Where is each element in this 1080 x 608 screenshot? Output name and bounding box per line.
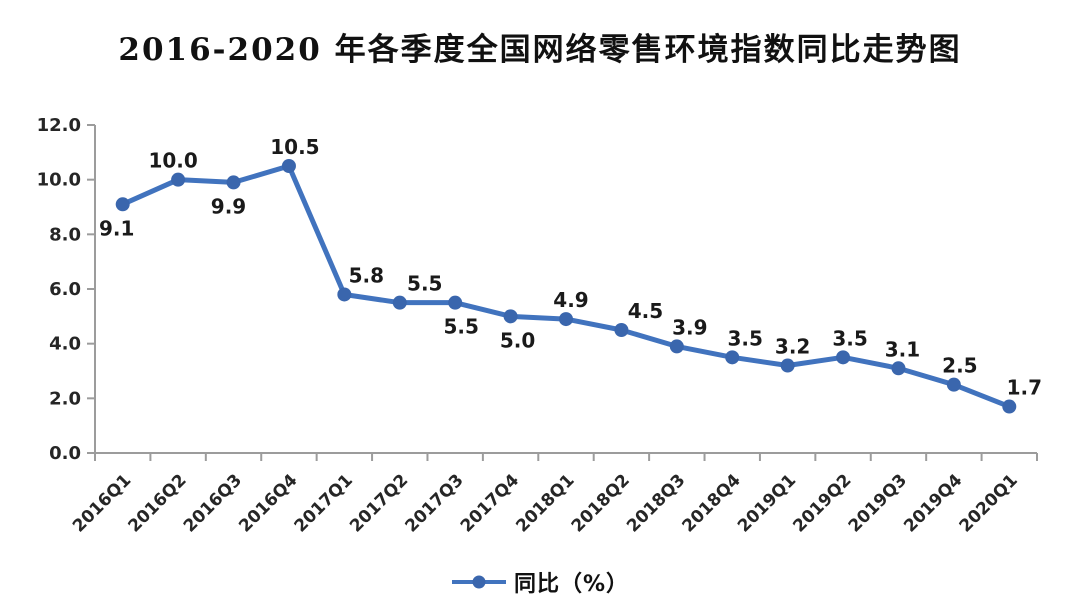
data-point-marker <box>669 339 684 354</box>
data-point-label: 4.9 <box>553 288 588 312</box>
chart-title: 2016-2020 年各季度全国网络零售环境指数同比走势图 <box>118 32 962 68</box>
x-axis-tick-label: 2019Q3 <box>845 470 911 536</box>
data-point-label: 5.0 <box>500 328 535 352</box>
x-axis-tick-label: 2016Q3 <box>180 470 246 536</box>
data-point-label: 5.5 <box>407 272 442 296</box>
data-point-marker <box>281 159 296 173</box>
data-point-marker <box>559 312 573 327</box>
data-point-label: 1.7 <box>1007 376 1042 400</box>
data-point-marker <box>392 295 407 310</box>
data-point-label: 3.9 <box>672 315 707 339</box>
data-point-marker <box>448 295 463 310</box>
data-point-marker <box>226 175 241 190</box>
data-point-marker <box>946 377 961 392</box>
data-point-marker <box>1002 399 1017 414</box>
y-axis-tick-label: 12.0 <box>37 115 81 136</box>
legend-label: 同比（%） <box>513 572 630 597</box>
data-point-marker <box>780 358 795 373</box>
data-point-marker <box>337 287 352 302</box>
y-axis-tick-label: 0.0 <box>49 443 81 464</box>
data-point-marker <box>171 172 186 187</box>
x-axis-tick-label: 2019Q4 <box>900 470 966 536</box>
x-axis-tick-label: 2017Q4 <box>457 470 523 536</box>
data-point-marker <box>725 350 740 365</box>
x-axis-tick-label: 2019Q2 <box>789 470 855 536</box>
data-point-label: 10.0 <box>148 149 197 173</box>
x-axis-tick-label: 2019Q1 <box>734 470 800 536</box>
y-axis-tick-label: 6.0 <box>49 279 81 300</box>
data-point-label: 3.2 <box>775 335 810 359</box>
legend: 同比（%） <box>0 566 1080 598</box>
data-point-label: 10.5 <box>270 135 319 159</box>
x-axis-tick-label: 2016Q2 <box>124 470 190 536</box>
y-axis-tick-label: 10.0 <box>37 170 81 191</box>
data-point-marker <box>115 197 130 212</box>
y-axis-tick-label: 2.0 <box>49 388 81 409</box>
x-axis-tick-label: 2016Q4 <box>235 470 301 536</box>
series-line <box>120 163 1012 410</box>
x-axis-tick-label: 2018Q4 <box>679 470 745 536</box>
data-point-label: 3.5 <box>832 326 867 350</box>
data-point-label: 2.5 <box>942 354 977 378</box>
data-point-marker <box>836 350 851 365</box>
x-axis-tick-label: 2018Q1 <box>512 470 578 536</box>
data-point-marker <box>891 361 906 376</box>
x-axis-tick-label: 2018Q3 <box>623 470 689 536</box>
data-point-label: 3.1 <box>885 337 920 361</box>
data-point-label: 9.9 <box>211 194 246 218</box>
legend-line-dot-icon <box>451 575 506 589</box>
x-axis-tick-label: 2017Q1 <box>291 470 357 536</box>
x-axis-tick-label: 2016Q1 <box>69 470 135 536</box>
x-axis-tick-label: 2017Q3 <box>402 470 468 536</box>
data-point-marker <box>614 323 629 337</box>
data-point-label: 9.1 <box>99 216 134 240</box>
data-point-label: 5.8 <box>349 263 384 287</box>
data-point-marker <box>503 309 518 324</box>
data-point-label: 3.5 <box>728 326 763 350</box>
data-point-label: 5.5 <box>443 315 478 339</box>
x-axis-tick-label: 2017Q2 <box>346 470 412 536</box>
y-axis-tick-label: 4.0 <box>49 334 81 355</box>
data-point-label: 4.5 <box>628 299 663 323</box>
y-axis-tick-label: 8.0 <box>49 224 81 245</box>
x-axis-tick-label: 2018Q2 <box>568 470 634 536</box>
x-axis-tick-label: 2020Q1 <box>956 470 1022 536</box>
